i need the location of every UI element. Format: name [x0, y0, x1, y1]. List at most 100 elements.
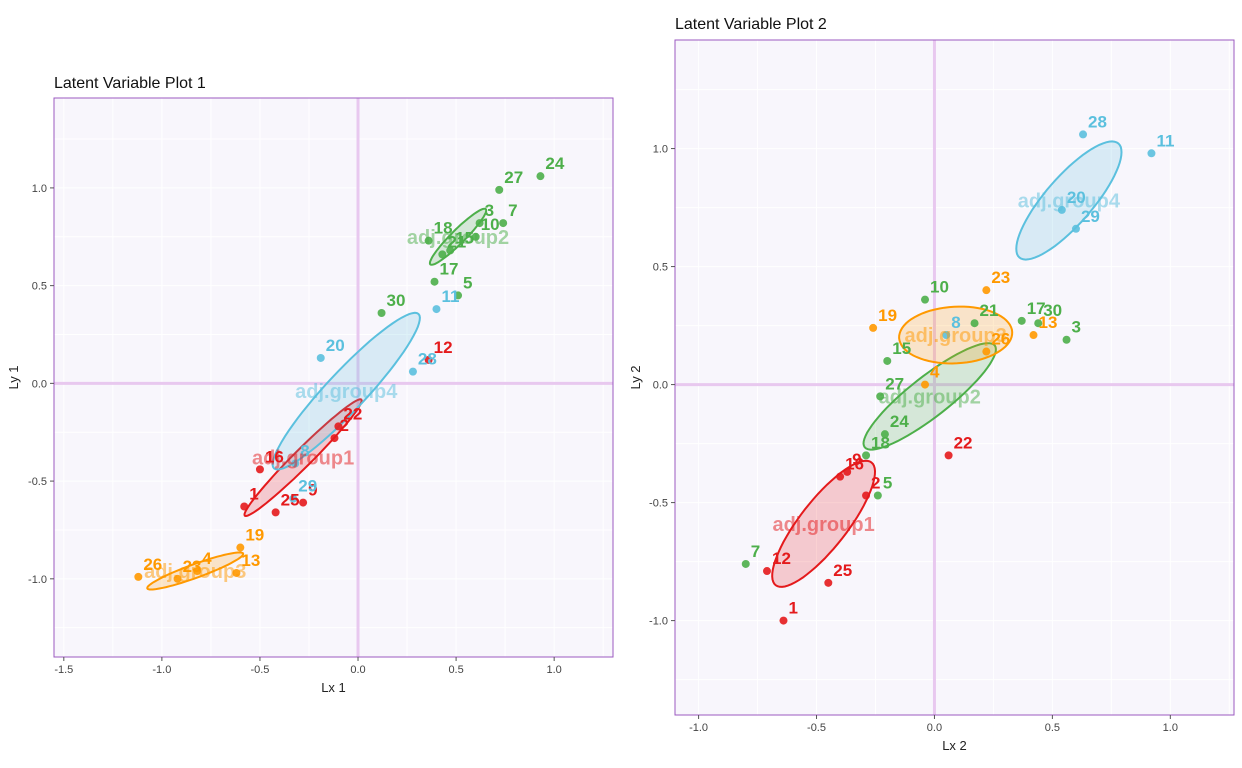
- data-point: [741, 559, 750, 568]
- point-label: 12: [772, 549, 791, 568]
- data-point: [291, 459, 300, 468]
- grid-lines: [54, 98, 613, 657]
- x-tick-label: -1.5: [54, 664, 73, 676]
- point-label: 19: [878, 306, 897, 325]
- point-label: 12: [434, 338, 453, 357]
- data-point: [982, 286, 991, 295]
- group-label: adj.group2: [407, 227, 509, 249]
- point-label: 23: [183, 557, 202, 576]
- point-label: 11: [1156, 131, 1174, 150]
- point-label: 29: [1081, 207, 1100, 226]
- point-label: 16: [845, 455, 864, 474]
- data-point: [883, 356, 892, 365]
- point-label: 10: [481, 215, 500, 234]
- y-tick-label: -0.5: [649, 498, 668, 510]
- data-point: [377, 309, 386, 317]
- point-label: 10: [930, 278, 949, 297]
- x-tick-label: -0.5: [807, 722, 826, 734]
- x-tick-label: -1.0: [689, 722, 708, 734]
- group-label: adj.group4: [1018, 190, 1121, 212]
- y-tick-label: 0.5: [32, 281, 47, 293]
- point-label: 20: [1067, 188, 1086, 207]
- point-label: 26: [143, 555, 162, 574]
- point-label: 15: [892, 339, 911, 358]
- point-label: 24: [545, 154, 564, 173]
- y-tick-label: 1.0: [32, 183, 47, 195]
- data-point: [876, 392, 885, 401]
- point-label: 28: [1088, 112, 1107, 131]
- data-point: [424, 355, 433, 364]
- point-label: 4: [930, 363, 940, 382]
- y-tick-label: 0.0: [653, 380, 668, 392]
- data-point: [289, 494, 298, 503]
- data-point: [334, 422, 343, 431]
- point-label: 13: [241, 551, 260, 570]
- data-point: [1079, 130, 1088, 139]
- point-label: 7: [508, 201, 517, 220]
- data-point: [824, 578, 833, 587]
- data-point: [330, 434, 339, 443]
- point-label: 8: [951, 313, 960, 332]
- point-label: 5: [463, 273, 472, 292]
- point-label: 17: [440, 260, 459, 279]
- x-tick-label: 1.0: [1163, 722, 1178, 734]
- y-tick-label: 0.5: [653, 262, 668, 274]
- point-label: 7: [751, 542, 760, 561]
- point-label: 17: [1027, 299, 1046, 318]
- point-label: 21: [980, 301, 999, 320]
- data-point: [424, 236, 433, 245]
- point-label: 25: [833, 561, 852, 580]
- data-point: [921, 295, 930, 304]
- plot-background: [675, 40, 1234, 715]
- x-tick-label: 1.0: [547, 664, 562, 676]
- x-axis-title: Lx 1: [321, 680, 346, 695]
- point-label: 21: [447, 232, 466, 251]
- data-point: [762, 567, 771, 576]
- data-point: [873, 491, 882, 500]
- point-label: 1: [788, 599, 797, 618]
- confidence-ellipse-adj-group4: [271, 311, 421, 471]
- y-axis-title: Ly 1: [6, 365, 21, 389]
- point-label: 26: [991, 330, 1010, 349]
- data-point: [495, 185, 504, 194]
- data-point: [880, 430, 889, 439]
- group-label: adj.group3: [144, 561, 246, 583]
- x-tick-label: -1.0: [152, 664, 171, 676]
- data-point: [779, 616, 788, 625]
- x-tick-label: 0.0: [350, 664, 365, 676]
- point-label: 22: [343, 404, 362, 423]
- point-label: 20: [326, 336, 345, 355]
- data-point: [271, 508, 280, 517]
- point-label: 15: [455, 228, 474, 247]
- data-point: [432, 305, 441, 314]
- point-label: 25: [281, 490, 300, 509]
- point-label: 9: [852, 450, 861, 469]
- point-label: 2: [871, 474, 880, 493]
- point-label: 2: [339, 416, 348, 435]
- y-tick-label: 1.0: [653, 144, 668, 156]
- data-point: [408, 367, 417, 376]
- point-label: 11: [441, 287, 459, 306]
- data-point: [173, 574, 182, 583]
- data-point: [236, 543, 245, 552]
- data-point: [1034, 319, 1043, 328]
- point-label: 22: [954, 433, 973, 452]
- point-label: 24: [890, 412, 909, 431]
- data-point: [438, 250, 447, 259]
- y-tick-label: -0.5: [28, 476, 47, 488]
- group-label: adj.group1: [772, 514, 874, 536]
- x-axis-title: Lx 2: [942, 738, 967, 753]
- data-point: [1062, 335, 1071, 344]
- point-label: 16: [265, 447, 284, 466]
- data-point: [836, 472, 845, 481]
- data-point: [134, 572, 143, 581]
- data-point: [1071, 224, 1080, 233]
- point-label: 27: [885, 374, 904, 393]
- chart-title: Latent Variable Plot 1: [54, 75, 206, 92]
- group-label: adj.group4: [295, 381, 398, 403]
- data-point: [1147, 149, 1156, 158]
- data-point: [255, 465, 264, 474]
- data-point: [446, 246, 455, 255]
- point-label: 3: [1072, 318, 1081, 337]
